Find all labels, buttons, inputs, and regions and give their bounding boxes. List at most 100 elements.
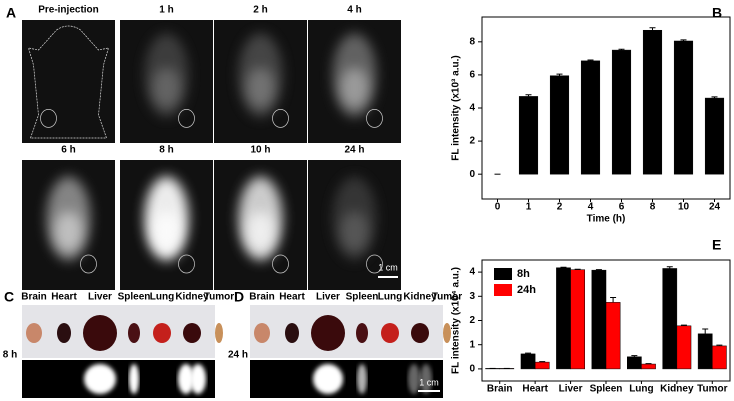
y-tick-label: 0 — [469, 169, 475, 180]
organ-label: Lung — [150, 292, 174, 303]
y-tick-label: 8 — [469, 36, 475, 47]
y-tick-label: 6 — [469, 70, 475, 81]
error-bar — [556, 73, 563, 76]
bar — [556, 267, 571, 370]
organ-photo — [250, 305, 443, 358]
error-bar — [525, 94, 532, 97]
error-bar — [631, 355, 638, 357]
bar — [580, 60, 601, 175]
scale-label: 1 cm — [378, 262, 398, 272]
organ-label: Brain — [21, 292, 47, 303]
mouse-image — [22, 20, 115, 143]
tumor-marker — [366, 109, 383, 128]
y-tick-label: 4 — [469, 267, 475, 278]
organ-label: Heart — [51, 292, 77, 303]
bar — [673, 40, 694, 175]
error-bar — [610, 297, 617, 303]
legend-swatch — [494, 284, 512, 296]
organ — [57, 323, 71, 343]
organ-label: Spleen — [346, 292, 379, 303]
x-tick-label: Spleen — [590, 384, 623, 395]
fluorescence-core — [246, 211, 275, 252]
organ-signal — [178, 364, 194, 394]
panel-label: D — [234, 289, 244, 305]
x-tick-label: 2 — [557, 202, 563, 213]
error-bar — [525, 352, 532, 354]
organ-signal — [129, 364, 139, 394]
organ — [381, 323, 399, 343]
organ — [153, 323, 171, 343]
x-tick-label: Liver — [559, 384, 583, 395]
time-label: 2 h — [253, 5, 267, 16]
legend-label: 24h — [517, 284, 536, 296]
scale-label: 1 cm — [419, 377, 439, 387]
organ-label: Lung — [378, 292, 402, 303]
organ — [26, 323, 42, 343]
bar — [704, 97, 725, 175]
organ — [311, 315, 345, 351]
organ — [215, 323, 223, 343]
error-bar — [680, 324, 687, 326]
organ — [285, 323, 299, 343]
organ-signal — [408, 364, 420, 394]
error-bar — [618, 48, 625, 51]
bar — [534, 361, 550, 370]
tumor-marker — [178, 109, 195, 128]
time-label: 4 h — [347, 5, 361, 16]
organ — [356, 323, 368, 343]
time-label: 1 h — [159, 5, 173, 16]
organ — [183, 323, 201, 343]
fluorescence-core — [340, 67, 369, 108]
bar — [662, 268, 678, 370]
organ-label: Spleen — [118, 292, 151, 303]
organ-label: Kidney — [175, 292, 209, 303]
legend-swatch — [494, 268, 512, 280]
panel-label: E — [712, 237, 721, 253]
bar — [627, 356, 642, 370]
tumor-marker — [366, 254, 383, 274]
y-tick-label: 3 — [469, 291, 475, 302]
x-tick-label: 8 — [650, 202, 656, 213]
fluorescence-core — [340, 211, 369, 252]
bar — [676, 325, 692, 370]
organ-signal — [190, 364, 206, 394]
bar — [697, 333, 713, 370]
bar — [549, 75, 570, 175]
organ — [411, 323, 429, 343]
fluorescence-core — [152, 211, 181, 252]
x-tick-label: 10 — [678, 202, 690, 213]
bar — [518, 96, 539, 175]
y-tick-label: 4 — [469, 103, 475, 114]
x-tick-label: 6 — [619, 202, 625, 213]
organ-photo — [22, 305, 215, 358]
bar — [641, 363, 656, 370]
x-tick-label: 1 — [526, 202, 532, 213]
organ — [83, 315, 117, 351]
x-tick-label: Kidney — [660, 384, 694, 395]
x-tick-label: Heart — [522, 384, 548, 395]
bar — [642, 29, 663, 175]
organ — [254, 323, 270, 343]
organ-signal — [420, 364, 432, 394]
bar — [712, 345, 727, 370]
organ — [128, 323, 140, 343]
x-axis-label: Time (h) — [587, 214, 626, 225]
time-label: 6 h — [61, 145, 75, 156]
error-bar — [587, 59, 594, 61]
organ-label: Tumor — [432, 292, 462, 303]
tumor-marker — [178, 254, 195, 274]
bar — [611, 49, 632, 175]
tumor-marker — [272, 109, 289, 128]
organ-label: Kidney — [403, 292, 437, 303]
tumor-marker — [40, 109, 57, 128]
time-label: 10 h — [250, 145, 270, 156]
organ-label: Liver — [316, 292, 340, 303]
organ-signal — [84, 364, 116, 394]
organ-label: Tumor — [204, 292, 234, 303]
x-tick-label: Lung — [629, 384, 653, 395]
panel-label: B — [712, 5, 722, 21]
x-tick-label: Tumor — [697, 384, 727, 395]
fluorescence-core — [246, 67, 275, 108]
y-tick-label: 2 — [469, 136, 475, 147]
